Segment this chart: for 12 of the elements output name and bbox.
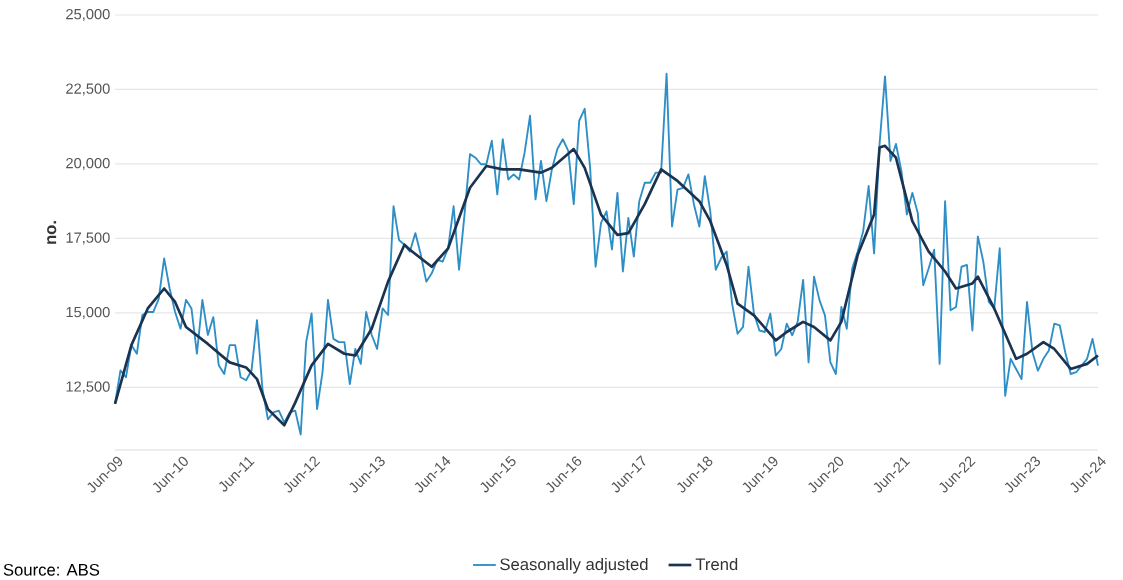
y-tick-label: 15,000 — [66, 306, 110, 319]
y-tick-label: 25,000 — [66, 8, 110, 22]
y-axis-title: no. — [47, 221, 57, 244]
y-tick-label: 22,500 — [66, 83, 110, 96]
y-tick-label: 12,500 — [66, 381, 110, 394]
y-tick-label: 20,000 — [66, 157, 110, 171]
y-tick-label: 17,500 — [66, 232, 110, 245]
legend-label: Seasonally adjusted — [500, 557, 648, 574]
legend-label: Trend — [695, 557, 738, 571]
source-note: Source: ABS — [3, 563, 100, 576]
line-series — [113, 144, 1100, 427]
line-series — [114, 72, 1099, 436]
